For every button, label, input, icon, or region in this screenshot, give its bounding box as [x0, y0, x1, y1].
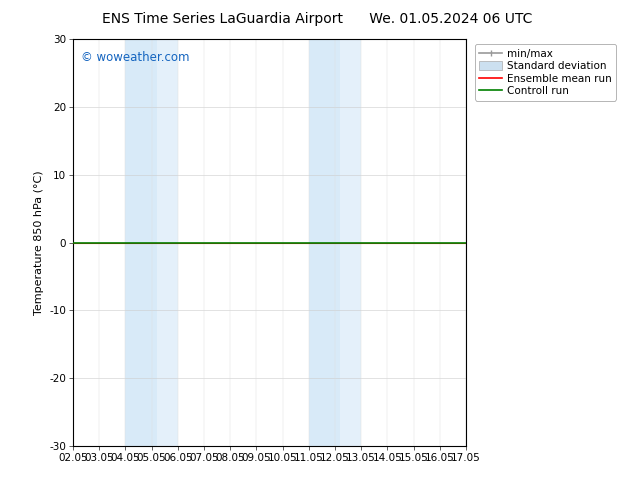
Bar — [157, 39, 178, 446]
Bar — [309, 39, 340, 446]
Y-axis label: Temperature 850 hPa (°C): Temperature 850 hPa (°C) — [34, 170, 44, 315]
Text: © woweather.com: © woweather.com — [81, 51, 190, 64]
Legend: min/max, Standard deviation, Ensemble mean run, Controll run: min/max, Standard deviation, Ensemble me… — [475, 45, 616, 100]
Text: ENS Time Series LaGuardia Airport      We. 01.05.2024 06 UTC: ENS Time Series LaGuardia Airport We. 01… — [102, 12, 532, 26]
Bar — [126, 39, 157, 446]
Bar — [340, 39, 361, 446]
